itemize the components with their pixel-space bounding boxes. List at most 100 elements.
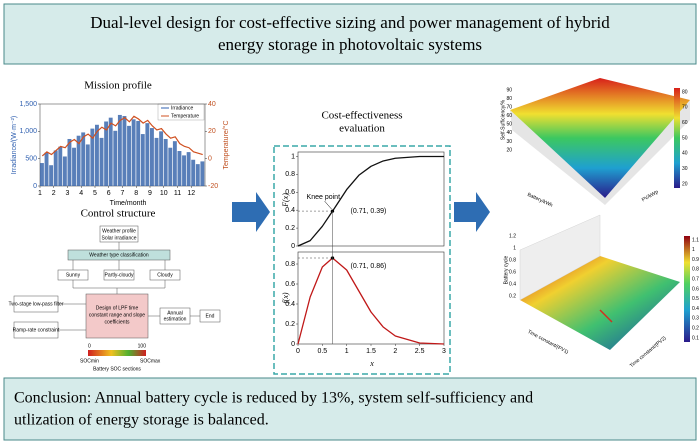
z-tick-label: 40: [506, 130, 512, 136]
colorbar-tick-label: 70: [682, 105, 688, 111]
point: [330, 209, 335, 213]
z-tick-label: 90: [506, 87, 512, 93]
y-tick-label: 0.2: [285, 321, 295, 328]
panel-title: Cost-effectiveness: [321, 110, 402, 122]
panel-title: evaluation: [339, 123, 385, 135]
x-tick-label: 8: [134, 190, 138, 197]
y-tick-label: 0: [291, 341, 295, 348]
irradiance-bar: [150, 128, 154, 186]
irradiance-bar: [62, 156, 67, 186]
z-tick-label: 0.6: [509, 269, 516, 275]
node-label: Solar irradiance: [101, 235, 136, 241]
y-label: f(x): [281, 292, 290, 303]
node-label: Ramp-rate constraint: [13, 327, 60, 333]
y2-tick-label: 0: [208, 156, 212, 163]
header-box: [3, 3, 697, 65]
colorbar-tick-label: 60: [682, 120, 688, 126]
colorbar-tick-label: 50: [682, 135, 688, 141]
knee-arrow: [324, 200, 332, 210]
soc-caption: Battery SOC sections: [93, 366, 141, 372]
irradiance-bar: [58, 146, 63, 186]
y-tick-label: 1: [291, 153, 295, 160]
y-tick-label: 1,500: [19, 101, 37, 108]
z-tick-label: 0.2: [509, 293, 516, 299]
colorbar-tick-label: 0.1: [692, 335, 699, 341]
irradiance-bar: [67, 138, 72, 186]
x-tick-label: 1: [38, 190, 42, 197]
x-label: Battery/kWh: [526, 192, 553, 209]
y-label: Irradiance/(W·m⁻²): [11, 116, 18, 175]
irradiance-bar: [177, 151, 182, 186]
y-tick-label: 500: [25, 156, 37, 163]
z-label: Battery cycle: [503, 255, 509, 284]
irradiance-bar: [113, 130, 118, 186]
irradiance-bar: [200, 161, 205, 186]
conclusion: utlization of energy storage is balanced…: [14, 412, 269, 429]
z-tick-label: 60: [506, 113, 512, 119]
irradiance-bar: [140, 134, 145, 186]
irradiance-bar: [72, 147, 76, 186]
irradiance-bar: [40, 163, 44, 186]
y-label: PV/kWp: [641, 189, 660, 203]
y-tick-label: 0.4: [285, 207, 295, 214]
colorbar: [684, 236, 690, 342]
node-label: constant range and slope: [89, 312, 145, 318]
z-tick-label: 1: [513, 245, 516, 251]
surface: [510, 78, 690, 198]
colorbar-tick-label: 20: [682, 181, 688, 187]
x-label: x: [369, 359, 374, 368]
z-label: Self-Sufficiency/%: [500, 99, 506, 140]
plot-area: [297, 151, 445, 247]
z-tick-label: 50: [506, 122, 512, 128]
y-tick-label: 0.8: [285, 261, 295, 268]
colorbar-tick-label: 80: [682, 89, 688, 95]
conclusion-box: [3, 377, 697, 441]
soc-bound: SOCmax: [140, 358, 161, 364]
soc-tick: 100: [138, 343, 147, 349]
node-label: coefficients: [105, 319, 130, 325]
title: energy storage in photovoltaic systems: [218, 35, 482, 54]
y2-tick-label: 20: [208, 128, 216, 135]
x-tick-label: 1.5: [366, 348, 376, 355]
cdf-curve: [297, 155, 444, 247]
irradiance-bar: [108, 117, 113, 186]
y-label: Time constant/(PV2): [629, 335, 668, 369]
x-tick-label: 3: [442, 348, 446, 355]
colorbar-tick-label: 1: [692, 247, 695, 253]
y2-tick-label: -20: [208, 183, 218, 190]
irradiance-bar: [195, 164, 200, 186]
irradiance-bar: [44, 152, 49, 186]
x-tick-label: 2: [52, 190, 56, 197]
x-tick-label: 5: [93, 190, 97, 197]
irradiance-bar: [76, 135, 81, 186]
node-label: Cloudy: [157, 272, 173, 278]
optimum-marker: [599, 309, 613, 323]
y2-label: Temperature/°C: [222, 120, 230, 169]
colorbar-tick-label: 0.4: [692, 306, 699, 312]
z-tick-label: 70: [506, 104, 512, 110]
irradiance-bar: [163, 138, 168, 186]
x-tick-label: 9: [148, 190, 152, 197]
y-tick-label: 0: [33, 183, 37, 190]
irradiance-bar: [172, 141, 177, 186]
z-tick-label: 80: [506, 96, 512, 102]
arrow: [232, 192, 270, 232]
irradiance-bar: [53, 150, 58, 186]
node-label: Partly-cloudy: [105, 272, 134, 278]
pdf-curve: [297, 257, 445, 345]
y2-tick-label: 40: [208, 101, 216, 108]
irradiance-bar: [117, 114, 122, 186]
panel-title: Control structure: [81, 208, 156, 220]
y-tick-label: 0.6: [285, 189, 295, 196]
legend-label: Irradiance: [171, 105, 193, 111]
x-tick-label: 6: [107, 190, 111, 197]
x-tick-label: 2: [393, 348, 397, 355]
node-label: Weather profile: [102, 228, 136, 234]
back-wall: [519, 214, 601, 301]
legend-label: Temperature: [171, 113, 199, 119]
connectors: [58, 242, 200, 331]
conclusion: Conclusion: Annual battery cycle is redu…: [14, 390, 533, 407]
irradiance-bar: [168, 147, 173, 186]
soc-bound: SOCmin: [80, 358, 99, 364]
